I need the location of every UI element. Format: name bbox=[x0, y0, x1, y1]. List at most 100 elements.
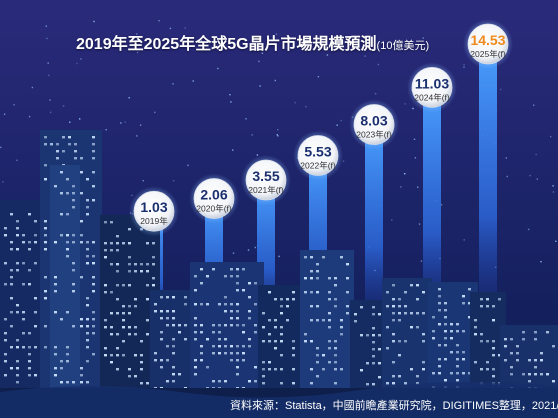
category-label: 2020年(f) bbox=[196, 203, 232, 213]
window-light bbox=[28, 248, 31, 251]
window-light bbox=[334, 347, 337, 350]
window-light bbox=[128, 333, 131, 336]
window-light bbox=[56, 143, 59, 146]
window-light bbox=[66, 248, 69, 251]
window-light bbox=[438, 372, 441, 375]
window-light bbox=[54, 353, 57, 356]
window-light bbox=[410, 368, 413, 371]
window-light bbox=[334, 277, 337, 280]
window-light bbox=[404, 340, 407, 343]
window-light bbox=[274, 319, 277, 322]
window-light bbox=[340, 319, 343, 322]
window-light bbox=[438, 323, 441, 326]
star bbox=[31, 86, 34, 89]
window-light bbox=[274, 347, 277, 350]
window-light bbox=[146, 319, 149, 322]
window-light bbox=[346, 305, 349, 308]
window-light bbox=[218, 352, 221, 355]
window-light bbox=[528, 380, 531, 383]
window-light bbox=[206, 338, 209, 341]
window-light bbox=[262, 312, 265, 315]
window-light bbox=[116, 284, 119, 287]
window-light bbox=[510, 338, 513, 341]
city-skyline bbox=[0, 130, 558, 418]
window-light bbox=[10, 346, 13, 349]
window-light bbox=[334, 368, 337, 371]
window-light bbox=[122, 354, 125, 357]
window-light bbox=[200, 352, 203, 355]
window-light bbox=[422, 333, 425, 336]
star bbox=[139, 124, 142, 126]
window-light bbox=[410, 284, 413, 287]
window-light bbox=[254, 303, 257, 306]
window-light bbox=[86, 360, 89, 363]
window-light bbox=[92, 157, 95, 160]
window-light bbox=[224, 345, 227, 348]
star bbox=[529, 174, 531, 177]
window-light bbox=[534, 338, 537, 341]
window-light bbox=[316, 361, 319, 364]
window-light bbox=[206, 275, 209, 278]
window-light bbox=[160, 331, 163, 334]
window-light bbox=[34, 234, 37, 237]
window-light bbox=[92, 332, 95, 335]
window-light bbox=[110, 333, 113, 336]
window-light bbox=[540, 352, 543, 355]
window-light bbox=[110, 249, 113, 252]
window-light bbox=[160, 366, 163, 369]
window-light bbox=[310, 291, 313, 294]
window-light bbox=[398, 298, 401, 301]
window-light bbox=[44, 164, 47, 167]
window-light bbox=[444, 344, 447, 347]
window-light bbox=[62, 136, 65, 139]
star bbox=[527, 228, 530, 231]
window-light bbox=[286, 305, 289, 308]
star bbox=[326, 54, 329, 56]
window-light bbox=[194, 289, 197, 292]
window-light bbox=[236, 345, 239, 348]
star bbox=[422, 37, 424, 39]
window-light bbox=[16, 220, 19, 223]
window-light bbox=[236, 310, 239, 313]
window-light bbox=[10, 248, 13, 251]
window-light bbox=[28, 213, 31, 216]
window-light bbox=[184, 303, 187, 306]
window-light bbox=[22, 318, 25, 321]
window-light bbox=[110, 312, 113, 315]
window-light bbox=[360, 306, 363, 309]
window-light bbox=[322, 319, 325, 322]
window-light bbox=[366, 362, 369, 365]
window-light bbox=[34, 346, 37, 349]
window-light bbox=[66, 192, 69, 195]
star bbox=[336, 124, 338, 126]
window-light bbox=[4, 283, 7, 286]
window-light bbox=[280, 298, 283, 301]
window-light bbox=[166, 296, 169, 299]
window-light bbox=[10, 325, 13, 328]
window-light bbox=[546, 331, 549, 334]
window-light bbox=[438, 365, 441, 368]
window-light bbox=[44, 346, 47, 349]
window-light bbox=[54, 374, 57, 377]
window-light bbox=[16, 262, 19, 265]
window-light bbox=[154, 352, 157, 355]
star bbox=[412, 107, 414, 110]
window-light bbox=[146, 382, 149, 385]
window-light bbox=[4, 353, 7, 356]
window-light bbox=[80, 374, 83, 377]
window-light bbox=[72, 290, 75, 293]
window-light bbox=[92, 353, 95, 356]
window-light bbox=[86, 318, 89, 321]
window-light bbox=[4, 374, 7, 377]
window-light bbox=[128, 242, 131, 245]
window-light bbox=[316, 263, 319, 266]
window-light bbox=[274, 326, 277, 329]
window-light bbox=[310, 382, 313, 385]
window-light bbox=[398, 305, 401, 308]
window-light bbox=[498, 354, 501, 357]
window-light bbox=[328, 319, 331, 322]
window-light bbox=[248, 380, 251, 383]
